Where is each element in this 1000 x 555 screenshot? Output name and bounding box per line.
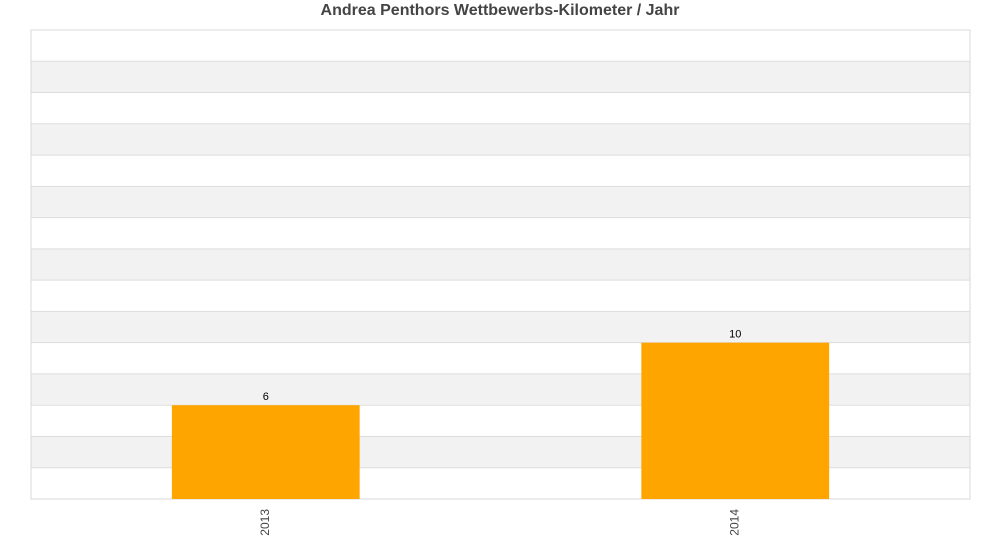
chart-title: Andrea Penthors Wettbewerbs-Kilometer / … <box>321 2 680 19</box>
bar <box>171 405 360 499</box>
value-label: 6 <box>263 391 269 403</box>
grid-band <box>31 123 970 156</box>
grid-band <box>31 248 970 281</box>
grid-band <box>31 186 970 218</box>
value-label: 10 <box>729 329 741 341</box>
x-tick-label: 2014 <box>727 509 741 536</box>
bar <box>641 342 830 499</box>
grid-band <box>31 373 970 406</box>
grid-band <box>31 311 970 343</box>
grid-band <box>31 61 970 93</box>
x-tick-label: 2013 <box>258 509 272 536</box>
plot-border <box>30 29 971 500</box>
